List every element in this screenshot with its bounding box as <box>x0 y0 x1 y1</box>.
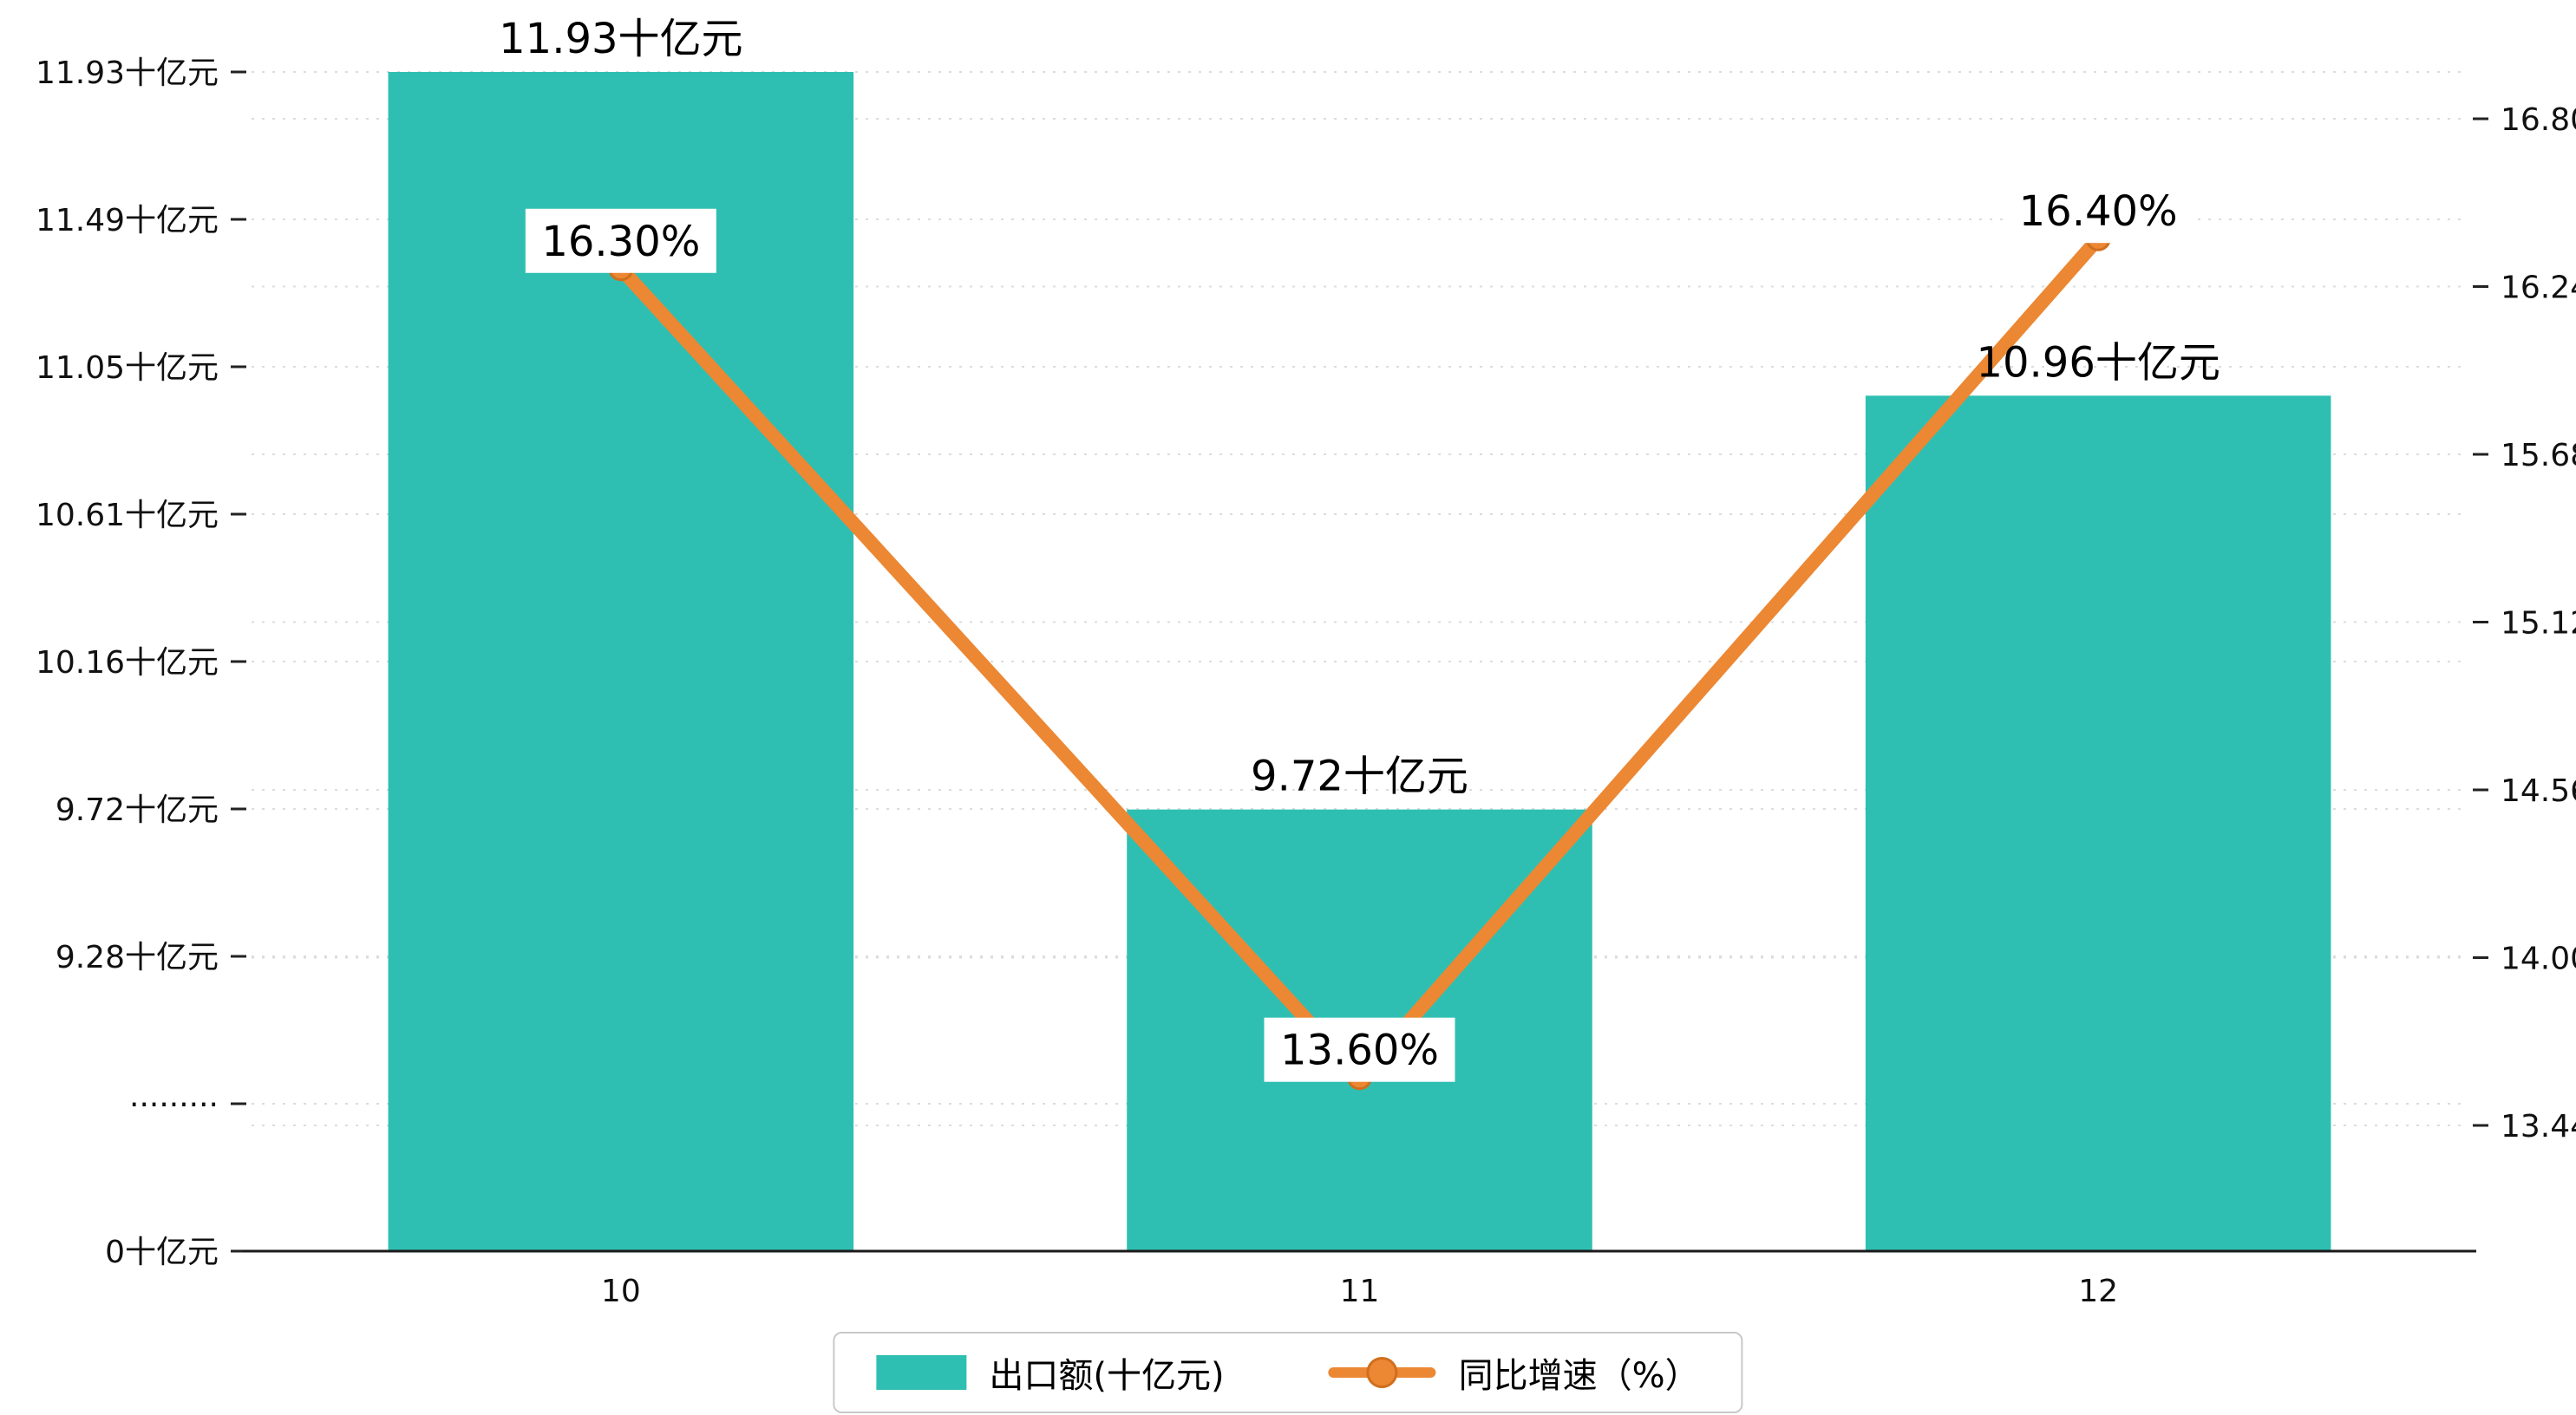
line-value-label-bg <box>1264 1017 1455 1082</box>
left-axis-tick-label: 9.28十亿元 <box>56 940 219 975</box>
left-axis-tick-label: 11.93十亿元 <box>36 55 219 91</box>
bar-value-label: 10.96十亿元 <box>1976 338 2220 387</box>
legend-line-dot-icon <box>1366 1357 1398 1388</box>
line-value-label: 16.30% <box>541 218 700 266</box>
left-axis-tick-label: ········· <box>129 1087 219 1123</box>
legend-bar-swatch <box>876 1355 967 1390</box>
legend-item-exports[interactable]: 出口额(十亿元) <box>876 1347 1225 1398</box>
legend-bar-label: 出口额(十亿元) <box>989 1356 1225 1396</box>
left-axis-tick-label: 9.72十亿元 <box>56 792 219 828</box>
legend-line-label: 同比增速（%） <box>1458 1356 1700 1396</box>
bar-value-label: 9.72十亿元 <box>1251 753 1468 801</box>
legend-item-growth[interactable]: 同比增速（%） <box>1328 1347 1700 1398</box>
right-axis-tick-label: 16.80 <box>2501 102 2576 138</box>
right-axis-tick-label: 13.44 <box>2501 1109 2576 1144</box>
right-axis-tick-label: 15.68 <box>2501 438 2576 473</box>
line-value-label: 16.40% <box>2019 187 2178 236</box>
line-value-label-bg <box>2003 179 2194 244</box>
legend: 出口额(十亿元) 同比增速（%） <box>833 1332 1743 1413</box>
right-axis-tick-label: 15.12 <box>2501 606 2576 642</box>
x-axis-tick-label: 11 <box>1340 1274 1380 1309</box>
left-axis-tick-label: 10.61十亿元 <box>36 498 219 533</box>
right-axis-tick-label: 16.24 <box>2501 271 2576 306</box>
left-axis-tick-label: 10.16十亿元 <box>36 645 219 681</box>
bar-month-12[interactable] <box>1865 395 2331 1251</box>
x-axis-tick-label: 12 <box>2078 1274 2118 1309</box>
right-axis-tick-label: 14.56 <box>2501 773 2576 809</box>
line-value-label-bg <box>525 208 716 273</box>
left-axis-tick-label: 11.05十亿元 <box>36 350 219 386</box>
line-value-label: 13.60% <box>1280 1027 1439 1075</box>
x-axis-tick-label: 10 <box>601 1274 641 1309</box>
left-axis-tick-label: 0十亿元 <box>105 1235 219 1270</box>
right-axis-tick-label: 14.00 <box>2501 942 2576 977</box>
legend-line-marker <box>1328 1357 1436 1388</box>
bar-value-label: 11.93十亿元 <box>499 15 742 63</box>
left-axis-tick-label: 11.49十亿元 <box>36 203 219 238</box>
